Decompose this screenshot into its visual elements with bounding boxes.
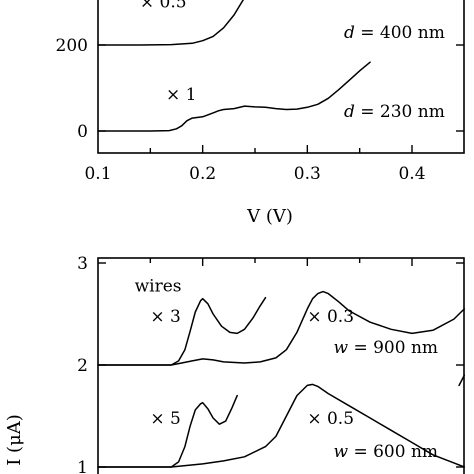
top-annotation: × 0.5 [140,0,187,13]
top-panel-frame [97,0,465,154]
top-y-tick-label: 200 [56,36,88,56]
top-tick-marks [98,44,464,153]
top-x-tick-label: 0.3 [294,164,321,184]
bottom-series-3-line [97,394,238,468]
top-annotation: d = 400 nm [344,23,445,43]
bottom-panel-frame [97,257,465,474]
bottom-annotation: × 0.3 [307,307,354,327]
bottom-labels: 1 2 3 wires × 3 × 0.3 w = 900 nm × 5 × 0.5 w = 60… [77,254,438,474]
top-panel: 0.1 0.2 0.3 0.4 0 200 × 0.5 × 1 d = 400 nm d = 23… [56,0,465,227]
y-axis-title: I (μA) [4,414,25,466]
top-x-tick-label: 0.4 [398,164,425,184]
bottom-annotation: w = 600 nm [334,442,439,462]
bottom-series-2-line [97,290,466,366]
bottom-annotation: w = 900 nm [334,338,439,358]
bottom-y-tick-label: 1 [77,458,88,474]
top-series-1-line [97,0,244,46]
top-x-tick-label: 0.2 [189,164,216,184]
bottom-annotation: × 3 [150,307,180,327]
bottom-y-tick-label: 2 [77,356,88,376]
top-labels: 0.1 0.2 0.3 0.4 0 200 × 0.5 × 1 d = 400 nm d = 23… [56,0,445,184]
bottom-y-tick-label: 3 [77,254,88,274]
top-curves [97,0,371,132]
top-annotation: × 1 [166,85,196,105]
top-x-tick-label: 0.1 [84,164,111,184]
bottom-panel: 1 2 3 wires × 3 × 0.3 w = 900 nm × 5 × 0.5 w = 60… [4,254,466,474]
bottom-curves [97,290,466,468]
bottom-annotation: wires [135,277,182,297]
bottom-annotation: × 5 [150,409,180,429]
bottom-series-4-line [97,383,466,468]
top-y-tick-label: 0 [77,122,88,142]
x-axis-title: V (V) [246,206,293,227]
bottom-series-1-line [97,296,267,366]
bottom-series-5-line [458,374,466,387]
top-series-2-line [97,61,371,132]
top-annotation: d = 230 nm [344,102,445,122]
bottom-annotation: × 0.5 [307,409,354,429]
